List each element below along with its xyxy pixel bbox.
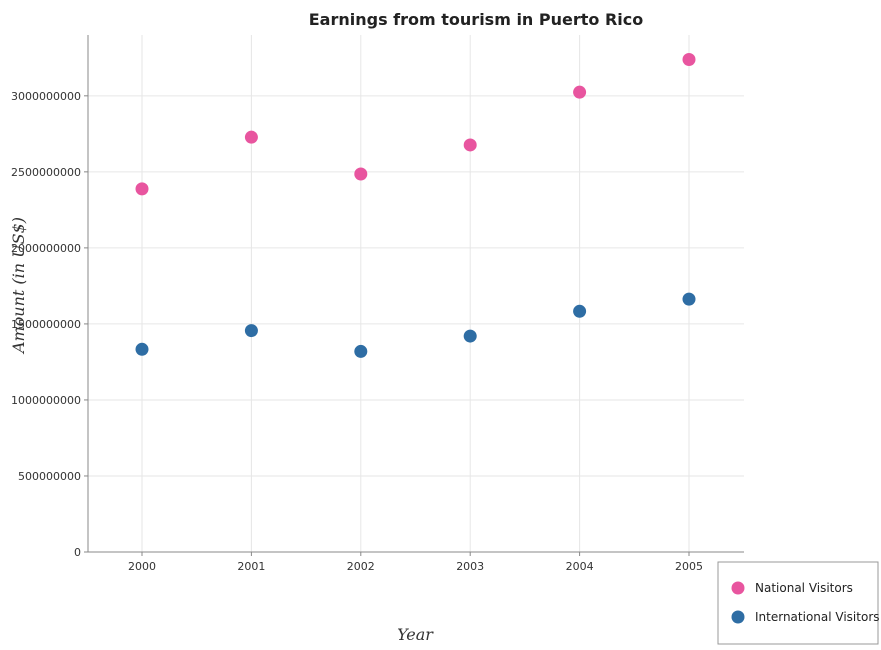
axes (84, 35, 744, 556)
y-tick-label: 3000000000 (11, 90, 81, 103)
data-points (135, 52, 696, 358)
data-point-national-2004 (573, 85, 587, 99)
legend: National Visitors International Visitors (717, 561, 880, 645)
x-axis-label: Year (397, 625, 434, 644)
legend-label: International Visitors (755, 610, 880, 624)
data-point-international-2003 (463, 329, 477, 343)
legend-box (717, 561, 879, 645)
data-point-national-2000 (135, 182, 149, 196)
data-point-national-2002 (354, 167, 368, 181)
y-tick-label: 1500000000 (11, 318, 81, 331)
y-tick-label: 2000000000 (11, 242, 81, 255)
y-tick-label: 1000000000 (11, 394, 81, 407)
data-point-international-2000 (135, 342, 149, 356)
y-tick-labels: 0 500000000 1000000000 1500000000 2000000000… (11, 90, 81, 559)
data-point-international-2001 (244, 324, 258, 338)
data-point-international-2004 (573, 304, 587, 318)
x-tick-label: 2005 (675, 560, 703, 573)
x-tick-label: 2002 (347, 560, 375, 573)
y-axis-label: Amount (in US$) (9, 217, 28, 355)
x-tick-label: 2004 (566, 560, 594, 573)
legend-marker (731, 581, 745, 595)
data-point-international-2005 (682, 292, 696, 306)
x-tick-label: 2001 (237, 560, 265, 573)
x-tick-label: 2003 (456, 560, 484, 573)
data-point-national-2003 (463, 138, 477, 152)
data-point-national-2001 (244, 130, 258, 144)
legend-label: National Visitors (755, 581, 853, 595)
legend-marker (731, 610, 745, 624)
x-tick-label: 2000 (128, 560, 156, 573)
chart-title: Earnings from tourism in Puerto Rico (309, 10, 643, 29)
data-point-international-2002 (354, 344, 368, 358)
y-tick-label: 500000000 (18, 470, 81, 483)
gridlines (88, 35, 744, 553)
y-tick-label: 2500000000 (11, 166, 81, 179)
y-tick-label: 0 (74, 546, 81, 559)
x-tick-labels: 2000 2001 2002 2003 2004 2005 (128, 560, 703, 573)
data-point-national-2005 (682, 52, 696, 66)
